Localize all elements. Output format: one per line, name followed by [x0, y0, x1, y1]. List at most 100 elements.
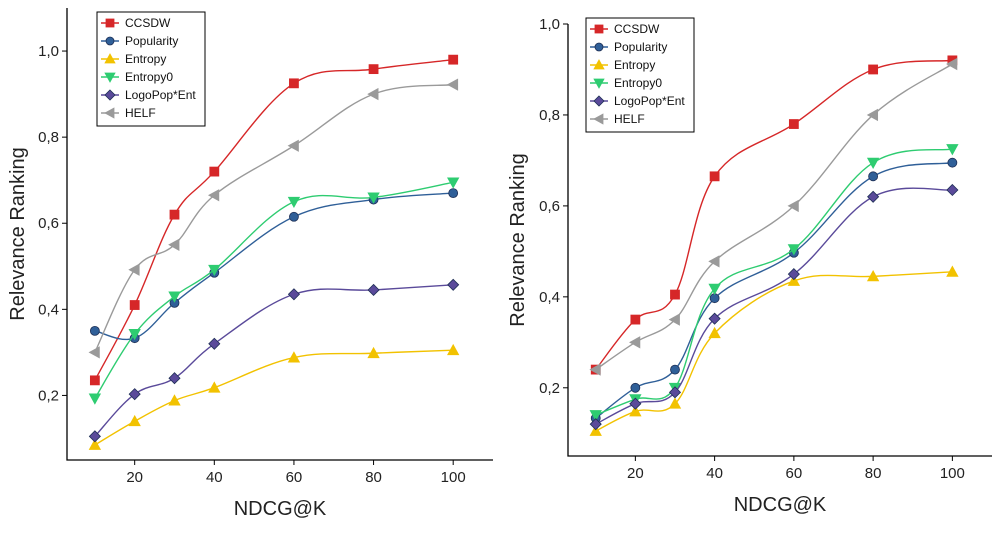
- data-point: [208, 264, 221, 277]
- x-tick-label: 80: [365, 469, 382, 486]
- data-point: [868, 64, 879, 75]
- data-point: [88, 438, 102, 450]
- data-point: [209, 166, 220, 177]
- legend-label: HELF: [614, 112, 645, 126]
- series-line: [595, 271, 953, 432]
- legend-label: Entropy: [125, 52, 166, 66]
- legend-label: Popularity: [614, 40, 667, 54]
- series-entropy: [88, 343, 460, 450]
- data-point: [168, 372, 181, 385]
- y-tick-label: 0,8: [38, 129, 59, 146]
- x-tick-label: 20: [126, 469, 143, 486]
- legend-marker: [104, 89, 116, 101]
- data-point: [709, 293, 720, 304]
- legend-marker: [594, 42, 604, 52]
- data-point: [447, 177, 460, 189]
- data-point: [629, 397, 642, 410]
- chart-right: 20 40 60 80 100 0,2 0,4 0,6 0,8 1,0 NDCG@K Relevanc…: [507, 16, 992, 516]
- legend-label: HELF: [125, 106, 156, 120]
- x-tick-label: 60: [786, 465, 803, 482]
- data-point: [88, 393, 102, 405]
- data-point: [866, 108, 879, 122]
- data-point: [367, 346, 380, 359]
- legend-label: CCSDW: [125, 16, 171, 30]
- data-point: [287, 139, 299, 152]
- data-point: [866, 157, 880, 170]
- data-point: [668, 397, 682, 409]
- x-tick-label: 80: [865, 465, 882, 482]
- legend-box: [585, 17, 695, 133]
- data-point: [207, 189, 220, 202]
- data-point: [787, 274, 801, 286]
- y-tick-label: 1,0: [539, 16, 560, 33]
- x-axis-label: NDCG@K: [734, 494, 827, 516]
- data-point: [287, 196, 301, 209]
- y-tick-label: 0,6: [539, 198, 560, 215]
- legend-label: LogoPop*Ent: [125, 88, 196, 102]
- legend-marker: [104, 107, 115, 119]
- data-point: [629, 405, 642, 417]
- x-tick-label: 20: [627, 465, 644, 482]
- data-point: [289, 78, 299, 89]
- data-point: [708, 283, 721, 295]
- data-point: [866, 270, 880, 282]
- data-point: [630, 382, 641, 393]
- legend-marker: [593, 78, 605, 89]
- data-point: [168, 238, 180, 251]
- data-point: [208, 337, 221, 350]
- data-point: [367, 192, 380, 204]
- data-point: [946, 57, 958, 71]
- data-point: [128, 388, 141, 401]
- data-point: [589, 410, 602, 422]
- data-point: [589, 418, 602, 431]
- y-tick-label: 1,0: [38, 43, 59, 60]
- data-point: [448, 54, 459, 65]
- data-point: [708, 255, 720, 268]
- data-point: [708, 326, 721, 339]
- data-point: [287, 288, 301, 301]
- data-point: [447, 343, 460, 356]
- data-point: [208, 381, 221, 393]
- data-point: [868, 171, 879, 182]
- legend-marker: [594, 24, 604, 34]
- data-point: [787, 244, 801, 256]
- data-point: [947, 157, 958, 168]
- x-tick-label: 40: [206, 469, 223, 486]
- y-tick-label: 0,2: [539, 380, 560, 397]
- data-point: [709, 171, 720, 182]
- series-line: [595, 187, 953, 425]
- axis-frame: [567, 24, 992, 457]
- legend-marker: [593, 95, 605, 107]
- legend-marker: [593, 113, 604, 125]
- x-axis-label: NDCG@K: [234, 498, 327, 520]
- legend-label: CCSDW: [614, 22, 660, 36]
- y-tick-label: 0,2: [38, 387, 59, 404]
- data-point: [89, 375, 100, 386]
- series-entropy: [589, 265, 959, 436]
- data-point: [168, 394, 181, 406]
- data-point: [448, 188, 459, 199]
- y-tick-label: 0,8: [539, 107, 560, 124]
- data-point: [787, 199, 799, 213]
- series-helf: [88, 78, 459, 359]
- legend-label: Entropy0: [125, 70, 173, 84]
- data-point: [629, 336, 641, 349]
- data-point: [668, 386, 682, 399]
- data-point: [867, 190, 880, 203]
- series-line: [94, 349, 454, 446]
- y-axis-label: Relevance Ranking: [507, 153, 529, 326]
- y-tick-label: 0,4: [38, 301, 59, 318]
- legend-box: [96, 11, 206, 127]
- series-logopop-ent: [589, 183, 959, 431]
- legend-marker: [593, 59, 605, 70]
- data-point: [446, 78, 459, 91]
- data-point: [169, 209, 180, 220]
- data-point: [447, 278, 460, 291]
- legend-label: Popularity: [125, 34, 178, 48]
- y-tick-label: 0,6: [38, 215, 59, 232]
- data-point: [128, 414, 141, 427]
- data-point: [88, 346, 100, 359]
- data-point: [946, 265, 959, 277]
- series-entropy0: [88, 177, 460, 405]
